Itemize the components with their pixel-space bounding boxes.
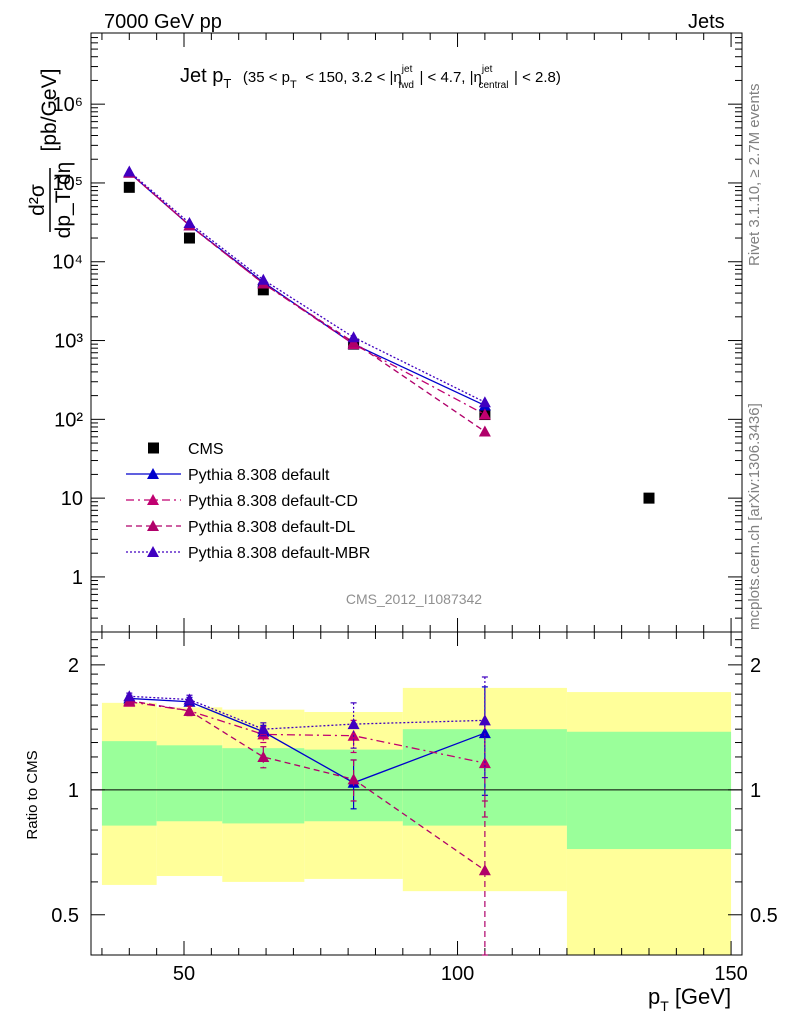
legend-marker-3 — [147, 520, 159, 531]
ratio-y-tick-label-right: 2 — [750, 655, 761, 677]
main-series-marker-4 — [257, 273, 270, 285]
main-y-axis-label: d²σ dp_T dη [pb/GeV] — [26, 69, 75, 239]
main-title: Jet pT (35 < pT < 150, 3.2 < |ηjet fwd | … — [180, 64, 561, 93]
energy-label: 7000 GeV pp — [104, 11, 222, 33]
legend-label-2: Pythia 8.308 default-CD — [188, 493, 358, 510]
main-y-tick-label: 10 — [61, 488, 83, 510]
cms-data-point — [257, 284, 269, 296]
main-series-marker-4 — [478, 396, 491, 408]
main-y-tick-label: 1 — [72, 567, 83, 589]
ratio-series-marker-2 — [257, 750, 270, 762]
ratio-series-line-2 — [129, 700, 486, 871]
main-series-marker-4 — [347, 331, 360, 343]
ratio-y-tick-label-right: 0.5 — [750, 905, 778, 927]
ratio-series-marker-2 — [347, 773, 360, 785]
ratio-band-inner-0 — [101, 741, 157, 826]
ratio-y-tick-label: 2 — [68, 655, 79, 677]
ratio-series-marker-3 — [347, 718, 360, 730]
main-series-marker-3 — [478, 425, 491, 437]
main-y-tick-label: 10⁵ — [52, 173, 83, 195]
main-series-marker-2 — [478, 408, 491, 420]
main-y-tick-label: 10⁶ — [53, 94, 83, 116]
legend-label-4: Pythia 8.308 default-MBR — [188, 545, 370, 562]
analysis-watermark: CMS_2012_I1087342 — [346, 591, 482, 607]
legend-marker-4 — [147, 546, 159, 557]
ratio-series-marker-3 — [123, 690, 136, 702]
svg-text:[pb/GeV]: [pb/GeV] — [38, 69, 61, 152]
x-tick-label: 50 — [173, 963, 195, 985]
ratio-band-inner-5 — [566, 731, 732, 850]
ratio-series-marker-2 — [183, 704, 196, 716]
legend-label-3: Pythia 8.308 default-DL — [188, 519, 355, 536]
main-series-line-2 — [128, 172, 486, 416]
ratio-y-tick-label: 0.5 — [51, 905, 79, 927]
ratio-series-marker-2 — [478, 864, 491, 876]
ratio-panel-frame — [90, 631, 743, 956]
legend-marker-1 — [147, 468, 159, 479]
ratio-y-axis-label: Ratio to CMS — [24, 750, 41, 839]
main-y-tick-label: 10⁴ — [52, 252, 83, 274]
x-tick-label: 150 — [714, 963, 747, 985]
ratio-y-tick-label: 1 — [68, 780, 79, 802]
main-y-tick-label: 10³ — [54, 331, 83, 353]
main-y-tick-label: 10² — [54, 409, 83, 431]
main-series-line-1 — [128, 172, 486, 407]
legend-label-0: CMS — [188, 441, 224, 458]
ratio-series-marker-3 — [183, 693, 196, 705]
ratio-series-line-3 — [129, 695, 485, 730]
main-series-marker-4 — [183, 217, 196, 229]
legend-marker-cms — [148, 442, 159, 454]
cms-data-point — [183, 232, 195, 244]
cms-data-point — [643, 492, 655, 504]
main-panel-frame — [90, 32, 743, 633]
main-series-line-4 — [128, 170, 486, 403]
ratio-series-marker-3 — [257, 723, 270, 735]
x-tick-label: 100 — [441, 963, 474, 985]
legend-marker-2 — [147, 494, 159, 505]
ratio-y-tick-label-right: 1 — [750, 780, 761, 802]
process-label: Jets — [688, 11, 725, 33]
x-axis-label: pT [GeV] — [648, 984, 731, 1014]
svg-text:d²σ: d²σ — [26, 184, 49, 216]
ratio-series-marker-0 — [478, 727, 491, 739]
svg-text:dp_T dη: dp_T dη — [52, 162, 75, 239]
ratio-band-inner-1 — [156, 745, 223, 822]
ratio-series-marker-3 — [478, 714, 491, 726]
main-series-line-3 — [128, 172, 486, 433]
main-series-marker-4 — [123, 165, 136, 177]
legend-label-1: Pythia 8.308 default — [188, 467, 330, 484]
cms-data-point — [123, 181, 135, 193]
